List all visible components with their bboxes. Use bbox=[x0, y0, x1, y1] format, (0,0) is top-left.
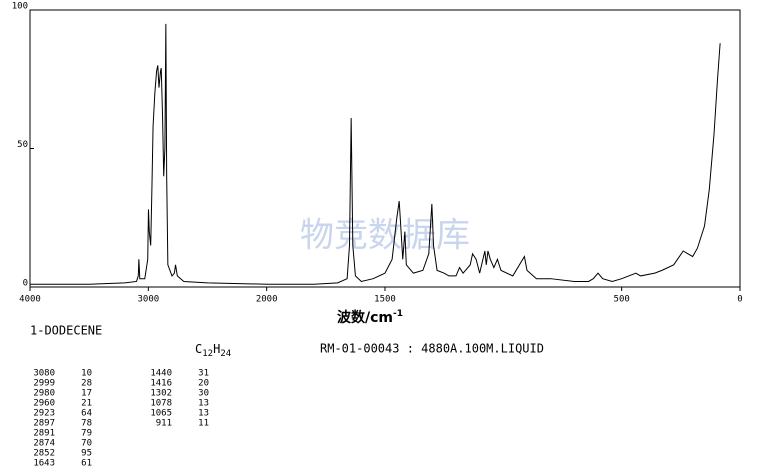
x-axis-label: 波数/cm-1 bbox=[337, 309, 403, 327]
peak-wavenumber: 2897 bbox=[33, 419, 55, 429]
x-label-exp: -1 bbox=[393, 309, 403, 319]
peak-wavenumber: 1416 bbox=[150, 379, 172, 389]
peak-wavenumber: 2960 bbox=[33, 399, 55, 409]
peak-intensity: 70 bbox=[81, 439, 92, 449]
peak-intensity: 31 bbox=[198, 369, 209, 379]
peak-intensity: 21 bbox=[81, 399, 92, 409]
peak-intensity: 20 bbox=[198, 379, 209, 389]
x-tick-label: 2000 bbox=[256, 295, 278, 305]
chart-title: 1-DODECENE bbox=[30, 324, 102, 338]
formula-sub: 24 bbox=[220, 349, 231, 359]
formula-elem: H bbox=[213, 342, 220, 356]
peak-intensity: 13 bbox=[198, 409, 209, 419]
peak-wavenumber: 1078 bbox=[150, 399, 172, 409]
x-tick-label: 0 bbox=[737, 295, 742, 305]
peak-intensity: 30 bbox=[198, 389, 209, 399]
peak-wavenumber: 911 bbox=[156, 419, 172, 429]
x-tick-label: 1500 bbox=[374, 295, 396, 305]
peak-intensity: 17 bbox=[81, 389, 92, 399]
peak-intensity: 10 bbox=[81, 369, 92, 379]
peak-wavenumber: 1643 bbox=[33, 459, 55, 469]
peak-wavenumber: 1302 bbox=[150, 389, 172, 399]
peak-wavenumber: 2852 bbox=[33, 449, 55, 459]
x-label-base: 波数/cm bbox=[337, 309, 393, 326]
peak-wavenumber: 3080 bbox=[33, 369, 55, 379]
peak-intensity: 28 bbox=[81, 379, 92, 389]
y-tick-label: 50 bbox=[17, 140, 28, 150]
peak-wavenumber: 2980 bbox=[33, 389, 55, 399]
peak-wavenumber: 1440 bbox=[150, 369, 172, 379]
peak-wavenumber: 2999 bbox=[33, 379, 55, 389]
peak-wavenumber: 1065 bbox=[150, 409, 172, 419]
x-tick-label: 500 bbox=[614, 295, 630, 305]
x-tick-label: 3000 bbox=[137, 295, 159, 305]
y-tick-label: 100 bbox=[12, 2, 28, 12]
peak-intensity: 64 bbox=[81, 409, 92, 419]
peak-intensity: 78 bbox=[81, 419, 92, 429]
peak-intensity: 11 bbox=[198, 419, 209, 429]
peak-wavenumber: 2874 bbox=[33, 439, 55, 449]
peak-intensity: 95 bbox=[81, 449, 92, 459]
spectrum-line bbox=[30, 23, 721, 285]
y-tick-label: 0 bbox=[23, 279, 28, 289]
x-tick-label: 4000 bbox=[19, 295, 41, 305]
peak-intensity: 79 bbox=[81, 429, 92, 439]
watermark: 物竞数据库 bbox=[300, 216, 470, 256]
formula: C12H24 bbox=[195, 342, 231, 359]
peak-intensity: 61 bbox=[81, 459, 92, 469]
peak-wavenumber: 2891 bbox=[33, 429, 55, 439]
formula-elem: C bbox=[195, 342, 202, 356]
subtitle: RM-01-00043 : 4880A.100M.LIQUID bbox=[320, 342, 544, 356]
peak-wavenumber: 2923 bbox=[33, 409, 55, 419]
formula-sub: 12 bbox=[202, 349, 213, 359]
peak-intensity: 13 bbox=[198, 399, 209, 409]
